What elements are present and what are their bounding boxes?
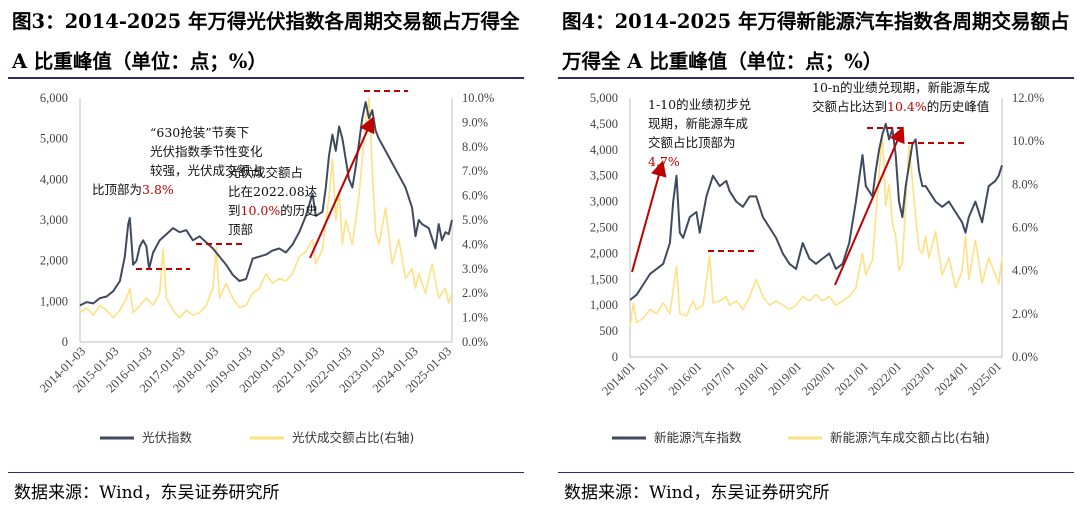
trend-arrow — [631, 160, 667, 273]
y-right-tick-label: 3.0% — [462, 262, 488, 276]
x-tick-label: 2023/01 — [899, 359, 938, 398]
y-left-tick-label: 1,000 — [590, 298, 618, 312]
annotation-highlight: 10.0% — [241, 203, 281, 218]
y-right-tick-label: 4.0% — [1012, 264, 1038, 278]
y-right-tick-label: 0.0% — [1012, 350, 1038, 364]
y-left-tick-label: 2,000 — [40, 254, 68, 268]
annotation-line: 交额占比顶部为 — [648, 135, 736, 150]
y-right-tick-label: 4.0% — [462, 237, 488, 251]
y-left-tick-label: 1,000 — [40, 294, 68, 308]
y-left-tick-label: 6,000 — [40, 91, 68, 105]
y-left-tick-label: 2,500 — [590, 221, 618, 235]
y-right-tick-label: 10.0% — [462, 91, 494, 105]
source-note: 数据来源：Wind，东吴证券研究所 — [564, 483, 830, 503]
x-tick-label: 2021/01 — [832, 359, 871, 398]
trend-arrow — [834, 126, 905, 286]
y-left-tick-label: 2,000 — [590, 246, 618, 260]
y-right-tick-label: 6.0% — [1012, 221, 1038, 235]
chart-title: 图4：2014-2025 年万得新能源汽车指数各周期交易额占万得全 A 比重峰值… — [562, 10, 1070, 73]
annotation-text: 的历史峰值 — [927, 99, 990, 114]
y-left-tick-label: 5,000 — [40, 132, 68, 146]
legend-label: 新能源汽车成交额占比(右轴) — [830, 430, 990, 445]
source-divider — [558, 472, 1074, 473]
annotation-line: 交额占比达到10.4%的历史峰值 — [812, 99, 989, 114]
title-divider — [8, 77, 524, 79]
y-right-tick-label: 7.0% — [462, 164, 488, 178]
y-right-tick-label: 2.0% — [1012, 307, 1038, 321]
y-left-tick-label: 500 — [599, 324, 618, 338]
annotation-line: 光伏指数季节性变化 — [150, 144, 263, 159]
y-right-tick-label: 0.0% — [462, 335, 488, 349]
y-right-tick-label: 10.0% — [1012, 134, 1044, 148]
y-right-tick-label: 2.0% — [462, 286, 488, 300]
annotation-text: 比顶部为 — [92, 182, 142, 197]
x-tick-label: 2022/01 — [865, 359, 904, 398]
annotation-line: 1-10的业绩初步兑 — [648, 97, 751, 112]
chart-svg: 0 500 1,000 1,500 2,000 2,500 3,000 3,500 4,000 4… — [590, 80, 1044, 445]
annotation-line: 光伏成交额占 — [228, 165, 303, 180]
annotation-line: 到10.0%的历史 — [228, 203, 318, 218]
annotation-line: 比在2022.08达 — [228, 184, 318, 199]
y-left-tick-label: 3,500 — [590, 169, 618, 183]
y-left-tick-label: 4,000 — [40, 172, 68, 186]
y-right-tick-label: 6.0% — [462, 189, 488, 203]
share-series-line — [629, 131, 1003, 327]
x-tick-label: 2024/01 — [932, 359, 971, 398]
chart-svg: 0 1,000 2,000 3,000 4,000 5,000 6,000 0.0% 1.0% 2… — [37, 90, 494, 445]
annotation-line: 顶部 — [228, 222, 253, 237]
x-tick-label: 2025/01 — [965, 359, 1004, 398]
annotation-line: 比顶部为3.8% — [92, 182, 174, 197]
annotation-text: 到 — [228, 203, 241, 218]
annotation-highlight: 4.7% — [648, 154, 680, 169]
y-left-tick-label: 1,500 — [590, 272, 618, 286]
y-right-tick-label: 8.0% — [1012, 177, 1038, 191]
source-divider — [8, 472, 524, 473]
legend-label: 光伏指数 — [142, 430, 193, 445]
annotation-highlight: 3.8% — [142, 182, 174, 197]
y-left-tick-label: 5,000 — [590, 91, 618, 105]
chart-panel-photovoltaic: 图3：2014-2025 年万得光伏指数各周期交易额占万得全 A 比重峰值（单位… — [0, 0, 530, 507]
x-tick-label: 2019/01 — [766, 359, 805, 398]
y-left-tick-label: 0 — [62, 335, 68, 349]
y-left-tick-label: 0 — [612, 350, 618, 364]
x-tick-label: 2014/01 — [599, 359, 638, 398]
y-right-tick-label: 12.0% — [1012, 91, 1044, 105]
annotation-text: 交额占比达到 — [812, 99, 887, 114]
x-tick-label: 2020/01 — [799, 359, 838, 398]
annotation-line: “630抢装”节奏下 — [150, 125, 249, 140]
x-tick-label: 2015/01 — [633, 359, 672, 398]
index-series-line — [629, 122, 1003, 301]
x-tick-label: 2018/01 — [732, 359, 771, 398]
y-right-tick-label: 5.0% — [462, 213, 488, 227]
annotation-line: 4.7% — [648, 154, 680, 169]
x-tick-label: 2016/01 — [666, 359, 705, 398]
y-left-tick-label: 3,000 — [40, 213, 68, 227]
share-series-line — [79, 97, 453, 319]
annotation-line: 10-n的业绩兑现期，新能源车成 — [812, 80, 990, 95]
y-left-tick-label: 4,000 — [590, 143, 618, 157]
annotation-text: 的历史 — [280, 203, 318, 218]
x-tick-label: 2017/01 — [699, 359, 738, 398]
index-series-line — [79, 101, 453, 307]
y-right-tick-label: 8.0% — [462, 140, 488, 154]
chart-title: 图3：2014-2025 年万得光伏指数各周期交易额占万得全 A 比重峰值（单位… — [12, 10, 520, 73]
y-left-tick-label: 3,000 — [590, 195, 618, 209]
source-note: 数据来源：Wind，东吴证券研究所 — [14, 483, 280, 503]
annotation-line: 现期，新能源车成 — [648, 116, 748, 131]
chart-panel-nev: 图4：2014-2025 年万得新能源汽车指数各周期交易额占万得全 A 比重峰值… — [550, 0, 1080, 507]
y-left-tick-label: 4,500 — [590, 117, 618, 131]
y-right-tick-label: 1.0% — [462, 311, 488, 325]
y-right-tick-label: 9.0% — [462, 115, 488, 129]
annotation-highlight: 10.4% — [887, 99, 927, 114]
title-divider — [558, 77, 1074, 79]
legend-label: 新能源汽车指数 — [654, 430, 742, 445]
legend-label: 光伏成交额占比(右轴) — [292, 430, 414, 445]
trend-arrow — [309, 116, 375, 259]
annotation-line: 较强，光伏成交额占 — [150, 163, 263, 178]
